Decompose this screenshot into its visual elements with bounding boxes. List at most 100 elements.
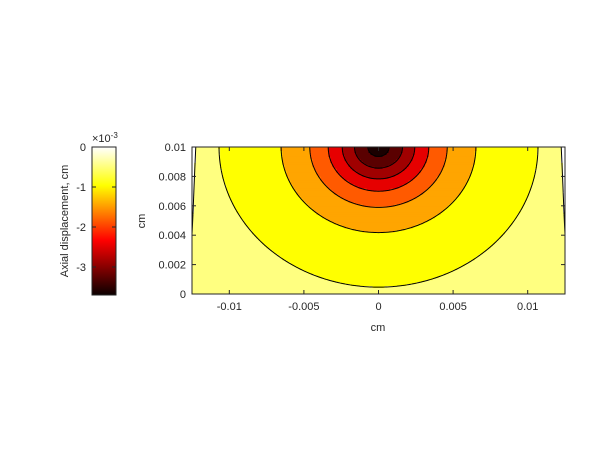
contour-band-cell: [528, 194, 564, 198]
contour-band-cell: [230, 196, 301, 200]
contour-band-cell: [192, 252, 275, 255]
contour-band-cell: [192, 238, 259, 241]
contour-band-cell: [388, 147, 404, 150]
contour-band-cell: [192, 232, 253, 236]
contour-band-cell: [470, 172, 536, 176]
contour-band-cell: [472, 166, 538, 170]
colorbar-tick-label: -3: [76, 262, 86, 274]
contour-band-cell: [194, 182, 225, 186]
contour-band-cell: [226, 186, 293, 190]
contour-band-cell: [428, 152, 448, 156]
contour-band-cell: [386, 152, 402, 156]
contour-band-cell: [282, 154, 311, 158]
contour-band-cell: [318, 174, 341, 178]
contour-band-cell: [344, 156, 360, 160]
contour-band-cell: [356, 154, 376, 158]
contour-band-cell: [442, 166, 474, 170]
contour-band-cell: [430, 218, 516, 222]
contour-band-cell: [194, 194, 229, 198]
contour-band-cell: [446, 154, 476, 158]
contour-band-cell: [222, 172, 287, 176]
contour-band-cell: [328, 147, 344, 150]
contour-band-cell: [402, 148, 416, 152]
contour-band-cell: [520, 208, 564, 212]
contour-band-cell: [296, 190, 333, 194]
contour-band-cell: [348, 164, 370, 168]
contour-band-cell: [192, 162, 195, 166]
contour-band-cell: [416, 282, 565, 285]
contour-band-cell: [562, 184, 565, 188]
contour-band-cell: [562, 170, 565, 174]
contour-band-cell: [192, 240, 261, 243]
contour-band-cell: [192, 274, 315, 277]
contour-band-cell: [192, 184, 195, 188]
contour-band-cell: [194, 208, 237, 212]
contour-band-cell: [470, 174, 536, 178]
contour-band-cell: [192, 222, 245, 226]
contour-band-cell: [230, 198, 303, 202]
contour-band-cell: [498, 238, 565, 241]
contour-fill: [192, 147, 565, 294]
contour-band-cell: [220, 160, 283, 164]
contour-band-cell: [340, 224, 418, 228]
contour-band-cell: [536, 162, 564, 166]
contour-band-cell: [282, 156, 311, 160]
contour-band-cell: [330, 158, 346, 162]
contour-band-cell: [304, 270, 454, 273]
contour-band-cell: [326, 218, 432, 222]
contour-band-cell: [194, 184, 227, 188]
contour-band-cell: [192, 154, 197, 158]
contour-band-cell: [412, 156, 428, 160]
colorbar-ticks: 0 -1 -2 -3: [76, 142, 116, 274]
contour-band-cell: [446, 152, 476, 156]
contour-band-cell: [194, 164, 221, 168]
contour-band-cell: [342, 152, 358, 156]
contour-band-cell: [562, 196, 565, 200]
contour-line: [327, 147, 430, 192]
contour-band-cell: [560, 156, 565, 160]
contour-band-cell: [354, 184, 404, 188]
contour-band-cell: [288, 176, 321, 180]
contour-band-cell: [286, 260, 472, 263]
contour-band-cell: [426, 160, 446, 164]
contour-band-cell: [348, 180, 410, 184]
contour-band-cell: [302, 198, 346, 202]
contour-band-cell: [460, 190, 530, 194]
contour-band-cell: [222, 176, 289, 180]
contour-band-cell: [464, 184, 532, 188]
contour-band-cell: [448, 204, 524, 208]
contour-band-cell: [192, 218, 243, 222]
contour-band-cell: [432, 182, 468, 186]
contour-band-cell: [562, 182, 565, 186]
contour-band-cell: [534, 172, 564, 176]
contour-band-cell: [476, 148, 538, 152]
contour-band-cell: [292, 186, 329, 190]
contour-band-cell: [270, 248, 488, 251]
contour-band-cell: [560, 148, 565, 152]
contour-band-cell: [534, 170, 564, 174]
contour-band-cell: [428, 148, 448, 152]
contour-band-cell: [510, 224, 565, 228]
y-tick-label: 0: [180, 289, 186, 301]
contour-band-cell: [192, 188, 195, 192]
contour-band-cell: [400, 152, 416, 156]
contour-band-cell: [560, 154, 565, 158]
y-tick-label: 0.002: [158, 260, 186, 272]
contour-band-cell: [290, 180, 323, 184]
contour-band-cell: [344, 178, 414, 182]
contour-band-cell: [430, 184, 466, 188]
contour-band-cell: [410, 160, 428, 164]
contour-band-cell: [474, 156, 538, 160]
contour-band-cell: [350, 182, 408, 186]
contour-band-cell: [196, 147, 219, 150]
contour-band-cell: [282, 162, 313, 166]
contour-band-cell: [406, 182, 434, 186]
contour-band-cell: [322, 180, 350, 184]
contour-band-cell: [418, 194, 460, 198]
contour-lines: [192, 147, 565, 288]
contour-band-cell: [222, 170, 287, 174]
contour-band-cell: [446, 150, 476, 154]
colorbar-tick-label: 0: [80, 142, 86, 154]
contour-band-cell: [536, 160, 562, 164]
